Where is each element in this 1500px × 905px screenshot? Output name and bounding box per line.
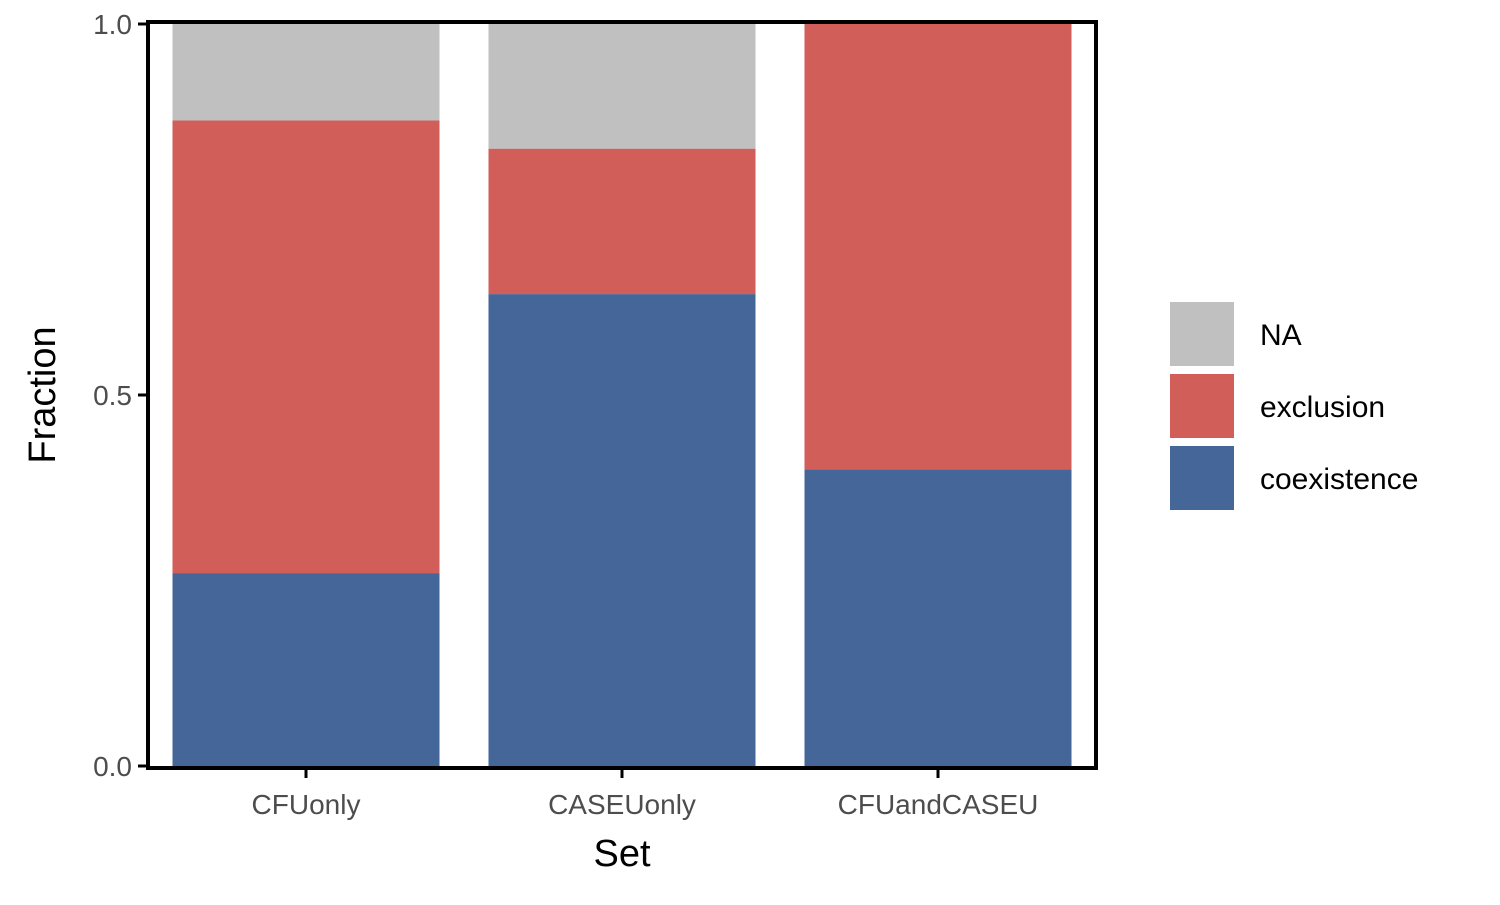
bar-coexistence-CFUonly [172, 573, 440, 766]
x-tick-label: CFUandCASEU [838, 789, 1039, 820]
y-tick-label: 1.0 [93, 9, 132, 40]
x-tick-label: CFUonly [252, 789, 361, 820]
legend-label-exclusion: exclusion [1260, 391, 1385, 424]
legend: NA exclusion coexistence [1170, 302, 1418, 510]
y-tick-label: 0.5 [93, 380, 132, 411]
x-axis-title: Set [593, 833, 650, 875]
bar-exclusion-CFUandCASEU [804, 24, 1072, 470]
legend-label-coexistence: coexistence [1260, 463, 1418, 496]
x-axis: CFUonly CASEUonly CFUandCASEU [252, 768, 1039, 820]
x-tick-label: CASEUonly [548, 789, 696, 820]
bar-NA-CFUonly [172, 24, 440, 121]
y-axis: 0.0 0.5 1.0 [93, 9, 148, 782]
bar-exclusion-CASEUonly [488, 148, 756, 295]
legend-key-coexistence [1170, 446, 1234, 510]
bar-coexistence-CASEUonly [488, 294, 756, 766]
bar-exclusion-CFUonly [172, 120, 440, 574]
legend-key-exclusion [1170, 374, 1234, 438]
bars-layer [172, 24, 1072, 766]
bar-NA-CASEUonly [488, 24, 756, 149]
legend-key-NA [1170, 302, 1234, 366]
legend-label-NA: NA [1260, 319, 1302, 352]
y-axis-title: Fraction [22, 326, 64, 463]
y-tick-label: 0.0 [93, 751, 132, 782]
bar-coexistence-CFUandCASEU [804, 469, 1072, 766]
